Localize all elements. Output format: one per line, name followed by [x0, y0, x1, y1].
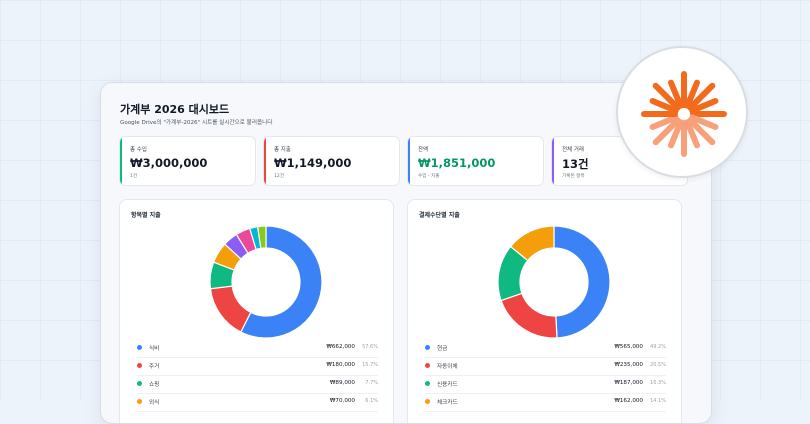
legend-amount: ₩89,000: [329, 379, 355, 386]
donut-slice-주거: [209, 285, 252, 333]
page-subtitle: Google Drive의 "가계부-2026" 시트를 실시간으로 불러옵니다: [120, 120, 273, 126]
burst-ray: [667, 119, 684, 149]
card-subtext: 12건: [274, 174, 285, 179]
legend-percent: 20.5%: [650, 361, 666, 368]
donut-slice-현금: [553, 225, 611, 339]
burst-ray: [684, 79, 701, 109]
legend-percent: 14.1%: [650, 397, 666, 404]
legend-percent: 16.3%: [650, 379, 666, 386]
card-value: ₩1,851,000: [418, 156, 496, 170]
legend-name: 주거: [149, 363, 160, 370]
expense-card: 총 지출 ₩1,149,000 12건: [263, 136, 400, 186]
card-subtext: 수입 - 지출: [418, 174, 440, 179]
burst-ray: [689, 114, 719, 131]
burst-ray: [649, 97, 679, 114]
legend-name: 체크카드: [437, 399, 458, 406]
burst-ray: [649, 114, 679, 131]
legend-name: 신용카드: [437, 381, 458, 388]
panel-title: 항목별 지출: [131, 212, 161, 219]
card-label: 총 지출: [274, 147, 291, 153]
legend-name: 자동이체: [437, 363, 458, 370]
legend-amount: ₩235,000: [614, 361, 643, 368]
dashboard-window: 가계부 2026 대시보드 Google Drive의 "가계부-2026" 시…: [100, 82, 712, 424]
payment-legend: 현금 ₩565,000 49.2% 자동이체 ₩235,000 20.5% 신용카드 ₩1…: [425, 340, 666, 412]
legend-percent: 57.6%: [362, 343, 378, 350]
legend-row: 현금 ₩565,000 49.2%: [425, 340, 666, 358]
card-value: ₩1,149,000: [274, 156, 352, 170]
donut-slice-식비: [239, 225, 323, 339]
legend-amount: ₩162,000: [614, 397, 643, 404]
card-label: 전체 거래: [562, 147, 584, 153]
panel-title: 결제수단별 지출: [419, 212, 460, 219]
income-card: 총 수입 ₩3,000,000 1건: [119, 136, 256, 186]
card-label: 총 수입: [130, 147, 147, 153]
burst-ray: [667, 79, 684, 109]
legend-dot: [137, 345, 142, 350]
legend-name: 식비: [149, 345, 160, 352]
payment-donut-chart: [497, 225, 611, 339]
legend-name: 현금: [437, 345, 448, 352]
card-accent: [552, 137, 554, 185]
donut-slice-체크카드: [509, 225, 555, 262]
page-title: 가계부 2026 대시보드: [120, 103, 230, 116]
legend-row: 자동이체 ₩235,000 20.5%: [425, 358, 666, 376]
legend-amount: ₩70,000: [329, 397, 355, 404]
burst-ray: [689, 97, 719, 114]
legend-amount: ₩662,000: [326, 343, 355, 350]
payment-expense-panel: 결제수단별 지출 현금 ₩565,000 49.2% 자동이체 ₩235,000 20.…: [407, 199, 682, 423]
sparkle-burst-icon: [641, 71, 727, 157]
legend-row: 식비 ₩662,000 57.6%: [137, 340, 378, 358]
legend-dot: [425, 381, 430, 386]
legend-name: 쇼핑: [149, 381, 160, 388]
category-legend: 식비 ₩662,000 57.6% 주거 ₩180,000 15.7% 쇼핑 ₩89,00…: [137, 340, 378, 412]
legend-row: 체크카드 ₩162,000 14.1%: [425, 394, 666, 412]
legend-row: 외식 ₩70,000 6.1%: [137, 394, 378, 412]
logo-badge: [616, 46, 748, 178]
burst-ray: [652, 82, 681, 111]
card-subtext: 기록된 항목: [562, 174, 585, 179]
card-accent: [408, 137, 410, 185]
donut-slice: [256, 225, 267, 250]
legend-percent: 6.1%: [365, 397, 378, 404]
legend-row: 쇼핑 ₩89,000 7.7%: [137, 376, 378, 394]
donut-slice-자동이체: [500, 292, 558, 339]
category-expense-panel: 항목별 지출 식비 ₩662,000 57.6% 주거 ₩180,000 15.7% 쇼…: [119, 199, 394, 423]
legend-row: 신용카드 ₩187,000 16.3%: [425, 376, 666, 394]
card-value: 13건: [562, 157, 589, 171]
burst-ray: [687, 117, 716, 146]
burst-ray: [684, 119, 701, 149]
legend-amount: ₩565,000: [614, 343, 643, 350]
legend-row: 주거 ₩180,000 15.7%: [137, 358, 378, 376]
legend-dot: [137, 363, 142, 368]
legend-amount: ₩180,000: [326, 361, 355, 368]
card-label: 잔액: [418, 147, 429, 153]
card-accent: [120, 137, 122, 185]
legend-amount: ₩187,000: [614, 379, 643, 386]
card-accent: [264, 137, 266, 185]
legend-percent: 49.2%: [650, 343, 666, 350]
legend-percent: 15.7%: [362, 361, 378, 368]
card-subtext: 1건: [130, 174, 138, 179]
card-value: ₩3,000,000: [130, 156, 208, 170]
category-donut-chart: [209, 225, 323, 339]
balance-card: 잔액 ₩1,851,000 수입 - 지출: [407, 136, 544, 186]
legend-dot: [425, 345, 430, 350]
burst-ray: [652, 117, 681, 146]
legend-dot: [137, 381, 142, 386]
legend-dot: [425, 363, 430, 368]
legend-percent: 7.7%: [365, 379, 378, 386]
legend-name: 외식: [149, 399, 160, 406]
burst-ray: [687, 82, 716, 111]
